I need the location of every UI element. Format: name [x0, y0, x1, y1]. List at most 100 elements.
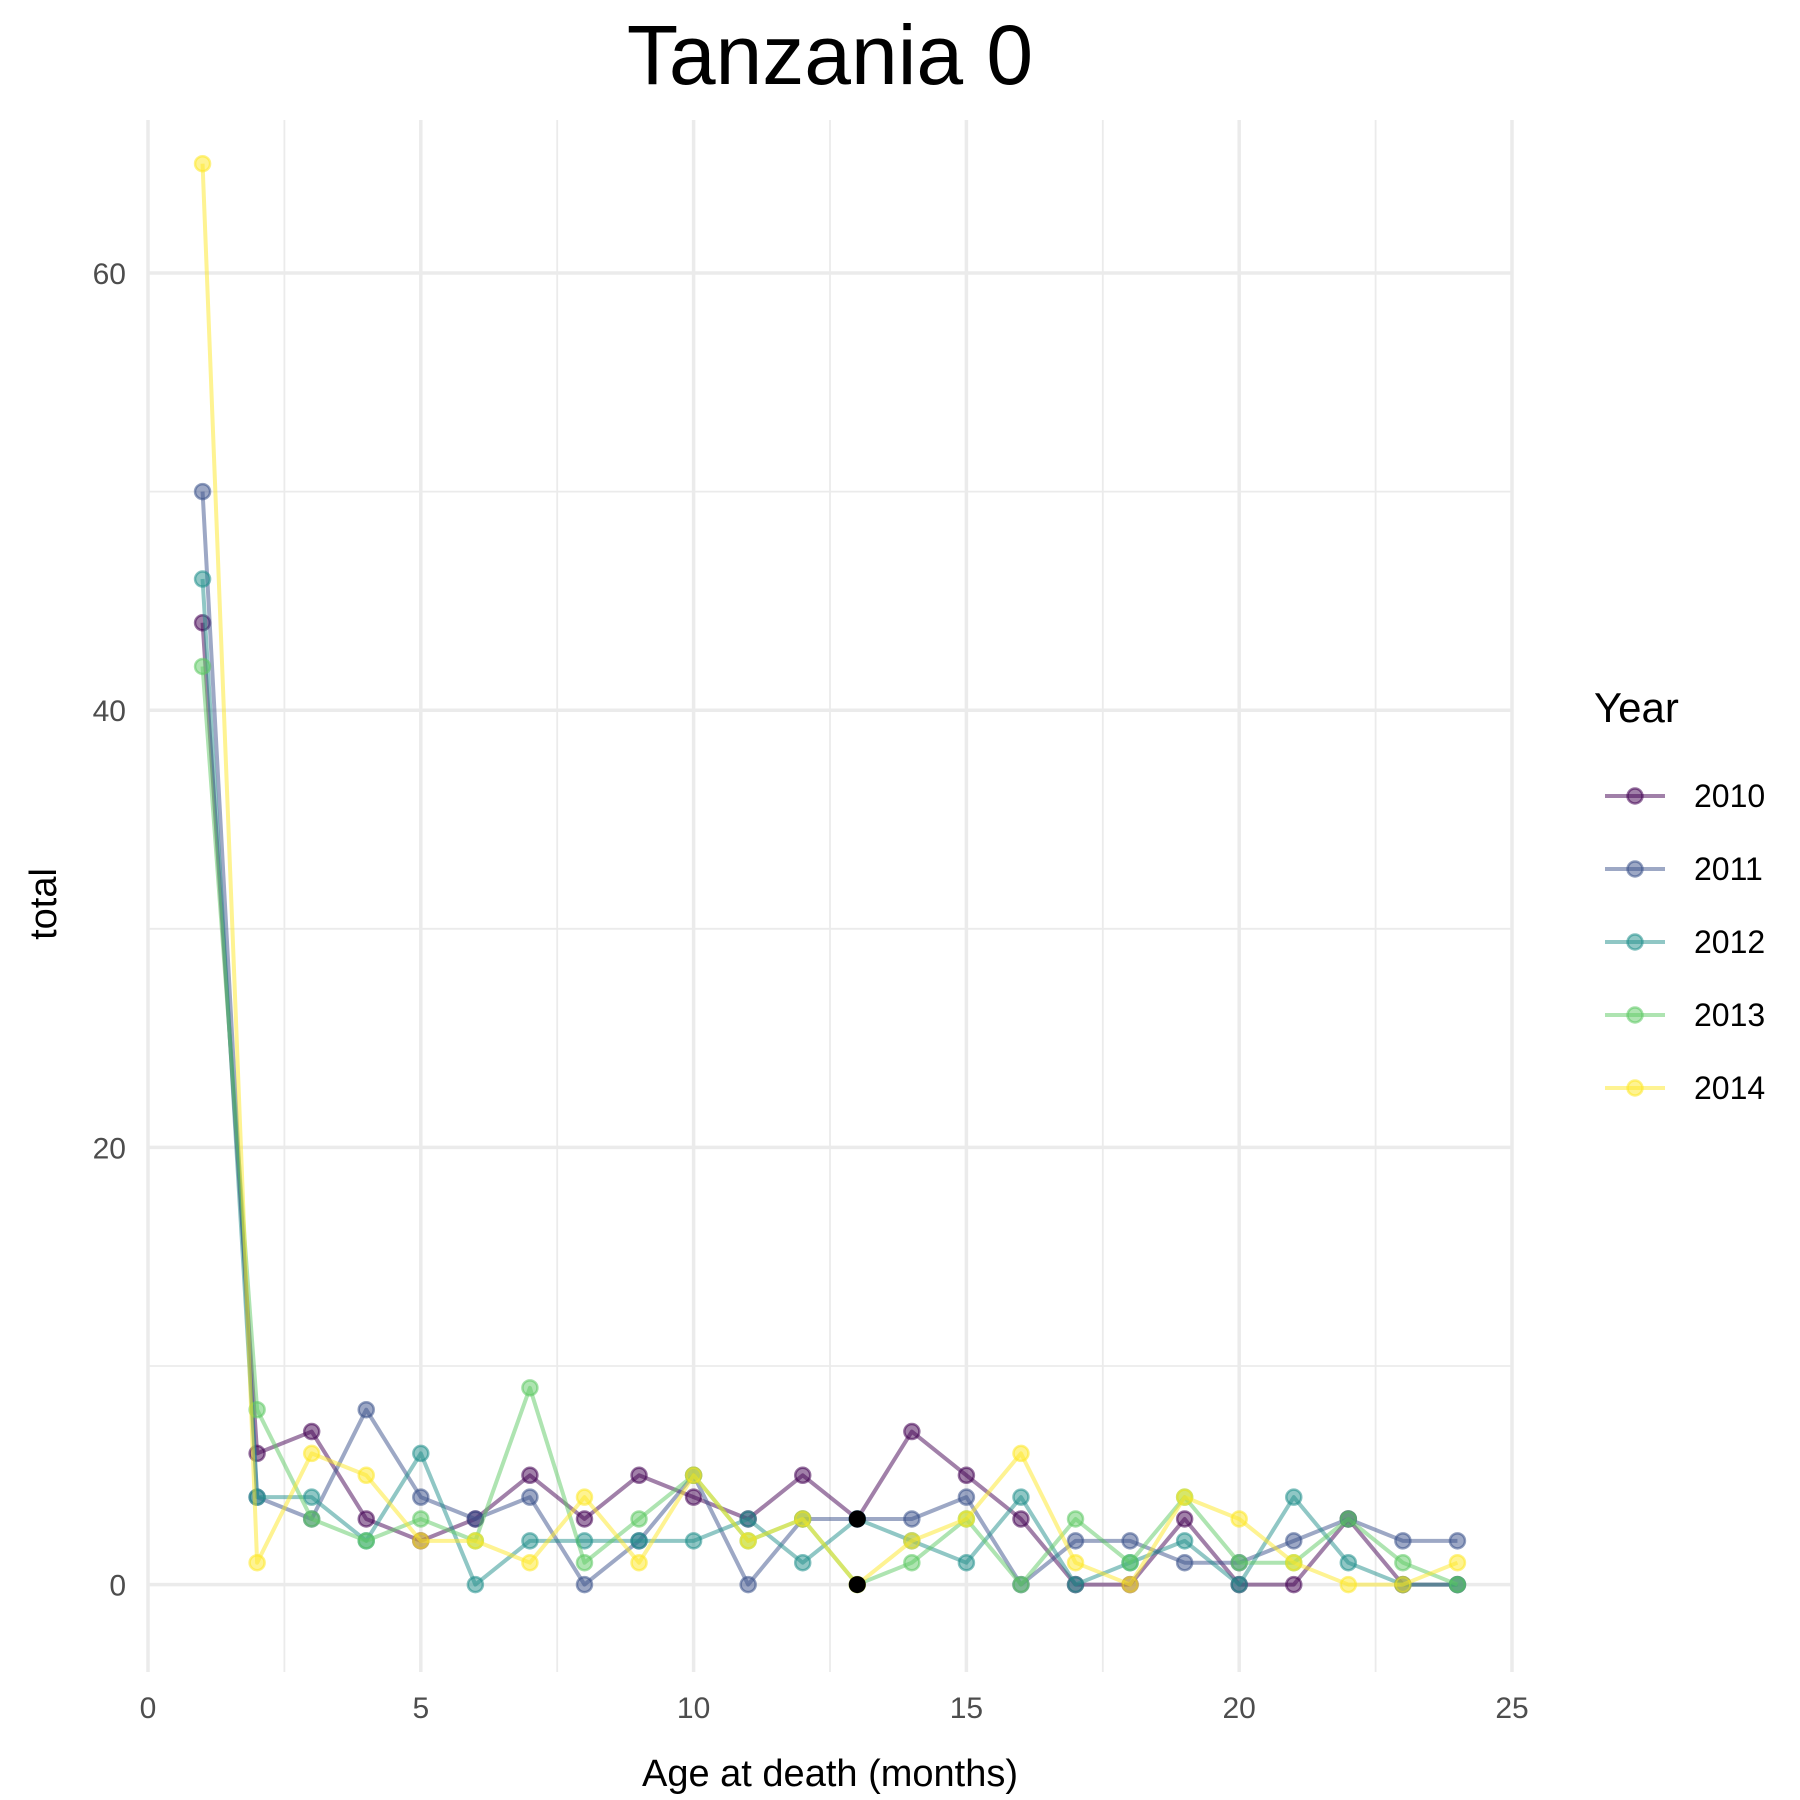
- data-point: [1175, 1510, 1194, 1528]
- data-point: [1448, 1553, 1467, 1572]
- highlight-points: [848, 1510, 866, 1594]
- data-point: [302, 1488, 321, 1506]
- data-point: [957, 1553, 976, 1572]
- highlight-point: [848, 1576, 866, 1594]
- chart-title: Tanzania 0: [627, 8, 1033, 102]
- data-point: [521, 1379, 539, 1397]
- legend: Year 2010 2011 2012 2013 2014: [1594, 684, 1765, 1106]
- legend-label: 2014: [1694, 1070, 1765, 1106]
- legend-label: 2011: [1694, 851, 1763, 887]
- data-point: [1230, 1510, 1248, 1528]
- data-point: [957, 1488, 976, 1506]
- data-point: [630, 1510, 648, 1528]
- data-point: [521, 1532, 539, 1550]
- x-tick-label: 25: [1495, 1692, 1528, 1725]
- data-point: [1012, 1488, 1030, 1506]
- legend-key-point: [1626, 1079, 1644, 1097]
- data-point: [1285, 1532, 1303, 1550]
- data-point: [1285, 1553, 1303, 1572]
- data-point: [248, 1553, 266, 1572]
- legend-key-point: [1626, 787, 1644, 805]
- data-point: [684, 1488, 703, 1506]
- data-point: [1121, 1553, 1139, 1572]
- legend-label: 2012: [1694, 924, 1765, 960]
- data-point: [739, 1510, 757, 1528]
- data-point: [193, 154, 212, 173]
- data-point: [357, 1510, 375, 1528]
- data-point: [412, 1510, 430, 1528]
- legend-key-point: [1626, 860, 1644, 878]
- data-point: [1066, 1553, 1085, 1572]
- data-point: [1121, 1575, 1139, 1594]
- legend-item-2013: 2013: [1605, 997, 1765, 1033]
- data-point: [1012, 1575, 1030, 1594]
- data-point: [1175, 1553, 1194, 1572]
- data-point: [1230, 1575, 1248, 1594]
- data-point: [248, 1488, 266, 1506]
- data-point: [302, 1444, 321, 1463]
- legend-title: Year: [1594, 684, 1679, 731]
- data-point: [630, 1466, 648, 1485]
- data-point: [793, 1466, 812, 1485]
- data-point: [357, 1400, 375, 1419]
- series-line-2011: [200, 491, 1458, 1587]
- data-point: [957, 1466, 976, 1485]
- x-tick-label: 15: [950, 1692, 983, 1725]
- data-point: [521, 1553, 539, 1572]
- series-2014: [193, 154, 1467, 1594]
- highlight-point: [848, 1510, 866, 1528]
- data-point: [575, 1575, 594, 1594]
- data-point: [412, 1532, 430, 1550]
- data-point: [1012, 1510, 1030, 1528]
- x-axis-title: Age at death (months): [642, 1753, 1018, 1795]
- data-point: [903, 1510, 921, 1528]
- y-tick-label: 40: [93, 695, 126, 728]
- data-point: [1230, 1553, 1248, 1572]
- legend-item-2011: 2011: [1605, 851, 1763, 887]
- data-point: [1121, 1532, 1139, 1550]
- x-tick-label: 10: [677, 1692, 710, 1725]
- data-point: [575, 1510, 594, 1528]
- legend-key-point: [1626, 1006, 1644, 1024]
- data-point: [357, 1532, 375, 1550]
- data-point: [903, 1532, 921, 1550]
- y-tick-label: 60: [93, 258, 126, 291]
- data-point: [739, 1532, 757, 1550]
- data-point: [793, 1553, 812, 1572]
- series-lines: [193, 154, 1467, 1594]
- legend-items: 2010 2011 2012 2013 2014: [1605, 778, 1765, 1106]
- data-point: [1394, 1575, 1412, 1594]
- data-point: [684, 1466, 703, 1485]
- data-point: [1339, 1510, 1358, 1528]
- data-point: [357, 1466, 375, 1485]
- data-point: [193, 482, 212, 501]
- data-point: [575, 1488, 594, 1506]
- x-tick-label: 20: [1223, 1692, 1256, 1725]
- legend-item-2012: 2012: [1605, 924, 1765, 960]
- data-point: [412, 1444, 430, 1463]
- data-point: [1339, 1553, 1358, 1572]
- data-point: [412, 1488, 430, 1506]
- data-point: [302, 1510, 321, 1528]
- data-point: [193, 657, 212, 676]
- data-point: [1394, 1553, 1412, 1572]
- data-point: [1285, 1488, 1303, 1506]
- data-point: [630, 1553, 648, 1572]
- data-point: [1175, 1488, 1194, 1506]
- data-point: [466, 1575, 485, 1594]
- data-point: [903, 1422, 921, 1441]
- data-point: [1448, 1532, 1467, 1550]
- data-point: [793, 1510, 812, 1528]
- data-point: [575, 1553, 594, 1572]
- data-point: [684, 1532, 703, 1550]
- tick-labels: 0 5 10 15 20 25 0 20 40 60: [93, 258, 1529, 1725]
- grid: [146, 120, 1514, 1672]
- data-point: [521, 1488, 539, 1506]
- legend-item-2010: 2010: [1605, 778, 1765, 814]
- data-point: [1012, 1444, 1030, 1463]
- data-point: [466, 1532, 485, 1550]
- series-line-2012: [200, 578, 1458, 1587]
- data-point: [1066, 1575, 1085, 1594]
- series-line-2010: [200, 622, 1458, 1587]
